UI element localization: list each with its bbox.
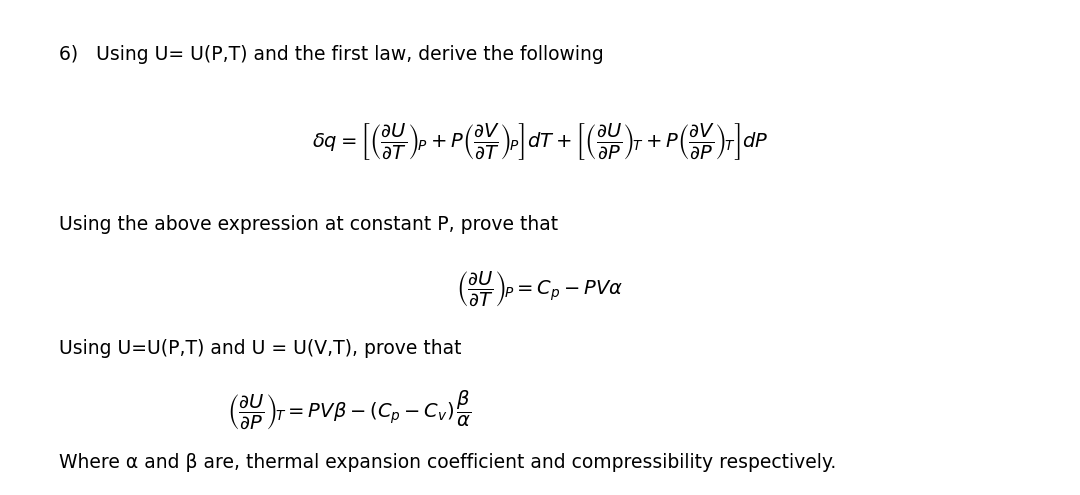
Text: 6)   Using U= U(P,T) and the first law, derive the following: 6) Using U= U(P,T) and the first law, de…	[59, 45, 604, 63]
Text: $\left(\dfrac{\partial U}{\partial T}\right)_{\!P} = C_p - PV\alpha$: $\left(\dfrac{\partial U}{\partial T}\ri…	[457, 270, 623, 308]
Text: $\left(\dfrac{\partial U}{\partial P}\right)_{\!T} = PV\beta - (C_p - C_v)\,\dfr: $\left(\dfrac{\partial U}{\partial P}\ri…	[227, 389, 472, 431]
Text: $\delta q = \left[\left(\dfrac{\partial U}{\partial T}\right)_{\!P} + P\left(\df: $\delta q = \left[\left(\dfrac{\partial …	[312, 121, 768, 162]
Text: Where α and β are, thermal expansion coefficient and compressibility respectivel: Where α and β are, thermal expansion coe…	[59, 453, 837, 472]
Text: Using the above expression at constant P, prove that: Using the above expression at constant P…	[59, 215, 558, 234]
Text: Using U=U(P,T) and U = U(V,T), prove that: Using U=U(P,T) and U = U(V,T), prove tha…	[59, 339, 462, 358]
